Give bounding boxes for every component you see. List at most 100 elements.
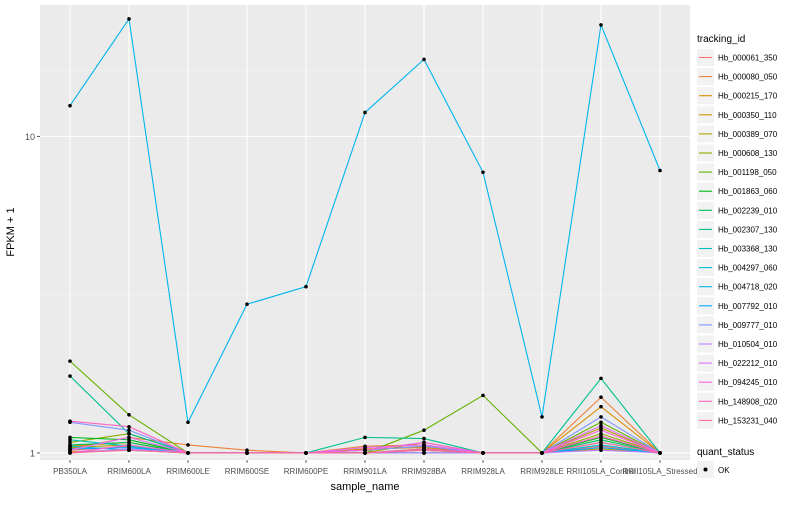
data-point — [186, 451, 190, 455]
legend-item-label: Hb_007792_010 — [718, 302, 778, 311]
data-point — [422, 440, 426, 445]
data-point — [599, 448, 603, 453]
data-point — [127, 424, 131, 429]
x-tick-label: RRII105LA_Control — [566, 467, 636, 476]
legend-item-label: Hb_002307_130 — [718, 225, 778, 234]
data-point — [68, 448, 72, 453]
data-point — [422, 436, 426, 441]
x-tick-label: RRII105LA_Stressed — [622, 467, 697, 476]
data-point — [422, 451, 426, 455]
data-point — [658, 451, 662, 455]
data-point — [68, 440, 72, 445]
y-tick-label: 10 — [25, 132, 35, 142]
x-tick-label: RRIM600SE — [225, 467, 269, 476]
data-point — [422, 428, 426, 432]
legend: tracking_id Hb_000061_350 Hb_000080_050 Hb_… — [697, 34, 778, 478]
legend-item-label: Hb_022212_010 — [718, 359, 778, 368]
legend-item-label: Hb_010504_010 — [718, 340, 778, 349]
data-point — [422, 448, 426, 453]
data-point — [127, 412, 131, 417]
data-point — [599, 404, 603, 409]
data-point — [363, 451, 367, 455]
legend-point-swatch — [703, 467, 708, 472]
data-point — [422, 443, 426, 447]
legend-item-label: Hb_153231_040 — [718, 416, 778, 425]
data-point — [245, 451, 249, 455]
data-point — [68, 435, 72, 440]
legend-item-label: Hb_148908_020 — [718, 397, 778, 406]
data-point — [127, 428, 131, 432]
data-point — [68, 374, 72, 378]
legend-item-label: Hb_000080_050 — [718, 73, 778, 82]
y-tick-label: 1 — [30, 448, 35, 458]
x-tick-label: RRIM600LE — [166, 467, 210, 476]
data-point — [68, 359, 72, 363]
x-tick-label: PB350LA — [53, 467, 87, 476]
x-tick-label: RRIM928LE — [520, 467, 564, 476]
data-point — [304, 284, 308, 289]
legend-item-label: Hb_000608_130 — [718, 149, 778, 158]
data-point — [599, 423, 603, 428]
data-point — [599, 434, 603, 438]
data-point — [127, 17, 131, 21]
data-point — [599, 420, 603, 425]
x-tick-label: RRIM901LA — [343, 467, 387, 476]
data-point — [599, 438, 603, 442]
legend-item-label: Hb_000061_350 — [718, 54, 778, 63]
data-point — [658, 168, 662, 173]
data-point — [599, 428, 603, 432]
data-point — [127, 448, 131, 453]
data-point — [599, 443, 603, 447]
data-point — [481, 170, 485, 175]
data-point — [68, 419, 72, 423]
data-point — [127, 440, 131, 445]
data-point — [363, 445, 367, 450]
data-point — [186, 420, 190, 425]
data-point — [186, 443, 190, 447]
data-point — [304, 451, 308, 455]
data-point — [481, 393, 485, 398]
data-point — [363, 110, 367, 115]
data-point — [599, 23, 603, 27]
data-point — [599, 445, 603, 450]
data-point — [68, 103, 72, 108]
legend-title: tracking_id — [697, 34, 745, 45]
data-point — [422, 57, 426, 62]
legend-item-label: Hb_001863_060 — [718, 187, 778, 196]
legend-item-label: Hb_002239_010 — [718, 206, 778, 215]
legend-item-label: Hb_001198_050 — [718, 168, 777, 177]
data-point — [68, 444, 72, 449]
data-point — [127, 435, 131, 440]
x-tick-label: RRIM600PE — [284, 467, 328, 476]
x-tick-label: RRIM928BA — [402, 467, 447, 476]
data-point — [127, 443, 131, 447]
legend-title: quant_status — [697, 447, 754, 458]
data-point — [68, 451, 72, 455]
data-point — [127, 438, 131, 442]
legend-item-label: Hb_003368_130 — [718, 245, 778, 254]
data-point — [245, 302, 249, 307]
y-axis-label: FPKM + 1 — [5, 207, 17, 256]
data-point — [599, 376, 603, 381]
legend-item-label: Hb_000215_170 — [718, 92, 778, 101]
x-tick-label: RRIM600LA — [107, 467, 151, 476]
x-tick-label: RRIM928LA — [461, 467, 505, 476]
legend-item-label: Hb_004297_060 — [718, 264, 778, 273]
legend-item-label: Hb_004718_020 — [718, 283, 778, 292]
data-point — [540, 415, 544, 419]
legend-item-label: Hb_000350_110 — [718, 111, 777, 120]
data-point — [245, 448, 249, 453]
data-point — [481, 451, 485, 455]
data-point — [599, 395, 603, 400]
data-point — [599, 415, 603, 419]
data-point — [540, 451, 544, 455]
data-point — [363, 448, 367, 453]
data-point — [599, 440, 603, 445]
legend-item-label: Hb_094245_010 — [718, 378, 778, 387]
x-axis-label: sample_name — [330, 481, 399, 493]
legend-item-label: OK — [718, 466, 730, 475]
data-point — [127, 431, 131, 436]
legend-item-label: Hb_009777_010 — [718, 321, 778, 330]
